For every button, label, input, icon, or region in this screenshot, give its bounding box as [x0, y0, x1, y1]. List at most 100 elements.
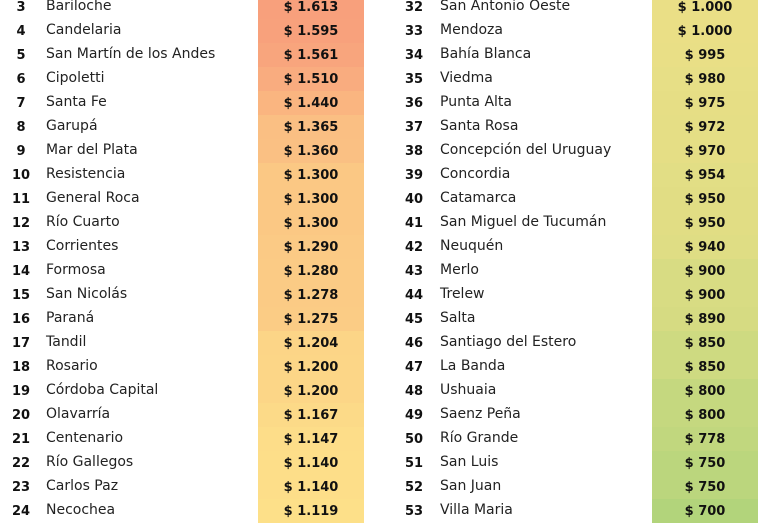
rank-number: 10	[11, 168, 31, 183]
price-cell: $ 1.300	[258, 163, 364, 187]
price-cell: $ 1.000	[652, 19, 758, 43]
rank-number: 6	[16, 72, 26, 87]
rank-number: 4	[16, 24, 26, 39]
city-name: Córdoba Capital	[46, 382, 159, 398]
price-cell: $ 1.510	[258, 67, 364, 91]
rank-number: 38	[404, 144, 424, 159]
city-name: Mar del Plata	[46, 142, 138, 158]
rank-number: 43	[404, 264, 424, 279]
rank-number: 52	[404, 480, 424, 495]
rank-number: 19	[11, 384, 31, 399]
price-cell: $ 750	[652, 451, 758, 475]
price-cell: $ 975	[652, 91, 758, 115]
rank-number: 33	[404, 24, 424, 39]
price-cell: $ 1.440	[258, 91, 364, 115]
price-cell: $ 700	[652, 499, 758, 523]
city-name: Santiago del Estero	[440, 334, 577, 350]
rank-number: 15	[11, 288, 31, 303]
rank-number: 49	[404, 408, 424, 423]
price-cell: $ 800	[652, 403, 758, 427]
price-cell: $ 950	[652, 187, 758, 211]
city-name: Saenz Peña	[440, 406, 521, 422]
price-cell: $ 1.278	[258, 283, 364, 307]
price-cell: $ 1.280	[258, 259, 364, 283]
city-name: General Roca	[46, 190, 140, 206]
rank-number: 37	[404, 120, 424, 135]
price-cell: $ 972	[652, 115, 758, 139]
price-cell: $ 1.000	[652, 0, 758, 19]
city-name: Ushuaia	[440, 382, 497, 398]
city-name: Río Gallegos	[46, 454, 134, 470]
price-cell: $ 1.360	[258, 139, 364, 163]
city-name: Catamarca	[440, 190, 517, 206]
price-cell: $ 950	[652, 211, 758, 235]
price-cell: $ 1.613	[258, 0, 364, 19]
price-cell: $ 995	[652, 43, 758, 67]
rank-number: 24	[11, 504, 31, 519]
city-name: Mendoza	[440, 22, 503, 38]
price-cell: $ 1.595	[258, 19, 364, 43]
rank-number: 48	[404, 384, 424, 399]
city-name: Centenario	[46, 430, 124, 446]
price-cell: $ 1.200	[258, 379, 364, 403]
city-name: Formosa	[46, 262, 106, 278]
rank-number: 35	[404, 72, 424, 87]
price-cell: $ 800	[652, 379, 758, 403]
city-name: Garupá	[46, 118, 98, 134]
rank-number: 39	[404, 168, 424, 183]
price-cell: $ 1.200	[258, 355, 364, 379]
rank-number: 45	[404, 312, 424, 327]
price-cell: $ 1.290	[258, 235, 364, 259]
rank-number: 20	[11, 408, 31, 423]
rank-number: 41	[404, 216, 424, 231]
city-name: Santa Fe	[46, 94, 107, 110]
city-name: San Nicolás	[46, 286, 128, 302]
rank-number: 18	[11, 360, 31, 375]
rank-number: 12	[11, 216, 31, 231]
price-cell: $ 1.119	[258, 499, 364, 523]
price-cell: $ 900	[652, 283, 758, 307]
city-name: Merlo	[440, 262, 479, 278]
city-name: San Miguel de Tucumán	[440, 214, 607, 230]
price-cell: $ 900	[652, 259, 758, 283]
city-name: Concepción del Uruguay	[440, 142, 612, 158]
price-cell: $ 970	[652, 139, 758, 163]
rank-number: 32	[404, 0, 424, 15]
price-cell: $ 1.140	[258, 451, 364, 475]
city-name: Cipoletti	[46, 70, 105, 86]
rank-number: 47	[404, 360, 424, 375]
price-cell: $ 750	[652, 475, 758, 499]
city-name: San Juan	[440, 478, 502, 494]
rank-number: 5	[16, 48, 26, 63]
rank-number: 42	[404, 240, 424, 255]
price-cell: $ 1.147	[258, 427, 364, 451]
city-name: Punta Alta	[440, 94, 512, 110]
rank-number: 21	[11, 432, 31, 447]
city-name: Paraná	[46, 310, 95, 326]
city-name: Resistencia	[46, 166, 126, 182]
city-name: Bariloche	[46, 0, 112, 14]
rank-number: 7	[16, 96, 26, 111]
rank-number: 53	[404, 504, 424, 519]
city-name: Trelew	[440, 286, 485, 302]
city-name: Carlos Paz	[46, 478, 119, 494]
price-cell: $ 850	[652, 331, 758, 355]
city-name: Candelaria	[46, 22, 122, 38]
rank-number: 40	[404, 192, 424, 207]
rank-number: 13	[11, 240, 31, 255]
price-cell: $ 980	[652, 67, 758, 91]
price-cell: $ 1.300	[258, 211, 364, 235]
rank-number: 51	[404, 456, 424, 471]
price-cell: $ 1.140	[258, 475, 364, 499]
rank-number: 46	[404, 336, 424, 351]
price-cell: $ 890	[652, 307, 758, 331]
city-name: Rosario	[46, 358, 98, 374]
rank-number: 44	[404, 288, 424, 303]
rank-number: 50	[404, 432, 424, 447]
rank-number: 14	[11, 264, 31, 279]
city-name: Villa Maria	[440, 502, 513, 518]
price-cell: $ 940	[652, 235, 758, 259]
price-cell: $ 1.275	[258, 307, 364, 331]
rank-number: 36	[404, 96, 424, 111]
rank-number: 16	[11, 312, 31, 327]
